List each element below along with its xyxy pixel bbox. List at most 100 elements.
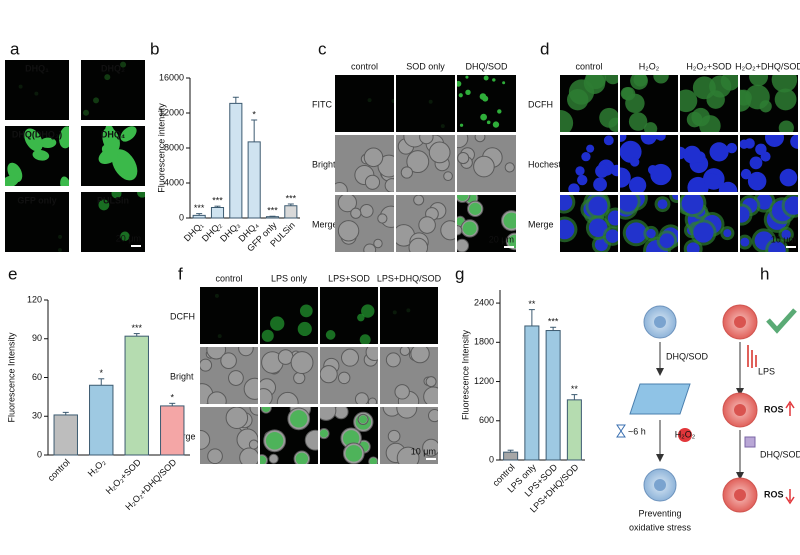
cell (583, 75, 606, 94)
micrograph (396, 135, 455, 192)
column-label: SOD only (406, 61, 445, 71)
bar (160, 405, 185, 456)
cell (120, 61, 127, 68)
cell (588, 218, 608, 238)
y-tick-label: 4000 (164, 177, 184, 187)
cell (640, 135, 657, 145)
cells (740, 75, 798, 132)
cell (480, 113, 487, 121)
cell (560, 195, 573, 211)
cell (111, 149, 138, 181)
bar (524, 325, 540, 461)
cells (457, 135, 515, 178)
cell (423, 386, 438, 404)
micrograph (81, 192, 145, 252)
cells (385, 347, 438, 404)
schematic-label: Preventing (638, 508, 681, 518)
row-label: Merge (312, 219, 338, 229)
y-tick-label: 90 (32, 333, 42, 343)
cells (428, 99, 445, 129)
panel-letter: g (455, 264, 464, 283)
cell (575, 166, 585, 176)
y-tick-label: 8000 (164, 142, 184, 152)
cell (497, 109, 502, 114)
cell (428, 409, 438, 423)
cells (18, 84, 39, 96)
y-axis-label: Fluorescence intensity (156, 103, 166, 193)
cell (503, 212, 516, 229)
column-label: H₂O₂ (639, 61, 660, 71)
cell (410, 347, 430, 364)
bar (53, 414, 78, 456)
cell (290, 410, 308, 428)
cell (428, 141, 451, 164)
cell (457, 195, 469, 201)
cell (681, 195, 704, 215)
cells (382, 407, 438, 464)
cell (220, 352, 237, 370)
cell (457, 80, 462, 87)
cells (320, 347, 378, 404)
cell (363, 147, 384, 168)
row-label: Merge (528, 219, 554, 229)
cell (726, 142, 738, 154)
cell (422, 438, 438, 457)
micrograph (380, 287, 438, 344)
cell (392, 310, 397, 315)
cell (391, 99, 394, 104)
cell (504, 162, 515, 173)
micrograph (260, 287, 318, 344)
cell (24, 128, 43, 152)
cell (603, 135, 614, 146)
cell (295, 452, 309, 464)
cell (399, 347, 411, 357)
cell (771, 75, 798, 93)
cell (261, 407, 271, 413)
cell (425, 376, 437, 388)
cell (443, 171, 453, 182)
micrograph-background (81, 60, 145, 120)
cell (428, 99, 433, 104)
cell (628, 176, 647, 192)
significance: * (99, 368, 103, 378)
row-label: Bright (170, 371, 194, 381)
image-label: DHQ(DHQ₃) (12, 129, 62, 139)
panel-letter: e (8, 264, 17, 283)
bar (229, 102, 243, 219)
cell (458, 93, 463, 98)
cell (350, 207, 362, 219)
cell (465, 89, 471, 96)
cell (385, 352, 401, 368)
micrograph (457, 75, 516, 132)
cell (747, 171, 767, 191)
cell (101, 144, 118, 161)
schematic-label: ROS (764, 404, 784, 414)
column-label: control (575, 61, 602, 71)
cell (595, 164, 609, 178)
cell (687, 176, 709, 192)
cell (473, 155, 495, 178)
cell (469, 202, 482, 215)
micrograph (560, 135, 618, 192)
cell (659, 233, 675, 249)
cells (740, 195, 798, 252)
image-label: GFP only (17, 195, 56, 205)
cell (320, 429, 329, 438)
cell (672, 195, 678, 200)
cell (628, 112, 648, 131)
row-label: Hochest (528, 159, 562, 169)
y-tick-label: 1800 (474, 337, 494, 347)
cell (718, 181, 738, 192)
schematic-label: ~6 h (628, 426, 646, 436)
cell (377, 213, 388, 224)
cell (206, 347, 227, 360)
cell (607, 210, 618, 226)
cell (359, 334, 371, 344)
cell (249, 407, 258, 416)
schematic-label: H₂O₂ (675, 429, 696, 439)
cell (440, 220, 455, 241)
cell (299, 304, 313, 318)
y-tick-label: 12000 (159, 107, 184, 117)
micrograph (457, 135, 516, 192)
micrograph-background (380, 287, 438, 344)
